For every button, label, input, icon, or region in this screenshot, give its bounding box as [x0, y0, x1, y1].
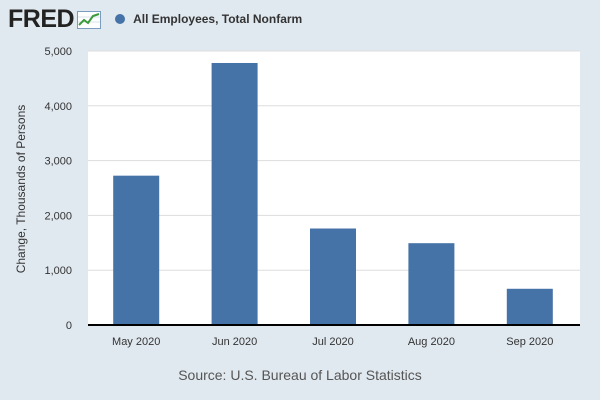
x-tick-label: Jun 2020 [212, 336, 257, 348]
bar[interactable] [506, 288, 553, 325]
legend-label: All Employees, Total Nonfarm [133, 12, 303, 26]
y-axis-label: Change, Thousands of Persons [14, 105, 28, 274]
x-axis-ticks: May 2020 Jun 2020 Jul 2020 Aug 2020 Sep 2020 [112, 336, 553, 348]
bar[interactable] [310, 228, 356, 325]
y-axis-ticks: 0 1,000 2,000 3,000 4,000 5,000 [44, 46, 72, 332]
fred-logo: FRED [8, 4, 75, 33]
y-tick-label: 3,000 [44, 156, 72, 168]
legend-marker [115, 14, 126, 24]
chart-header: FRED All Employees, Total Nonfarm [8, 4, 302, 34]
y-tick-label: 2,000 [44, 210, 72, 222]
x-tick-label: May 2020 [112, 336, 160, 348]
bars [113, 63, 553, 326]
y-tick-label: 1,000 [44, 265, 72, 277]
x-tick-label: Jul 2020 [312, 336, 354, 348]
legend[interactable]: All Employees, Total Nonfarm [115, 12, 302, 26]
bar[interactable] [408, 243, 455, 325]
x-tick-label: Sep 2020 [506, 336, 553, 348]
y-tick-label: 0 [66, 320, 72, 332]
y-tick-label: 5,000 [44, 46, 72, 58]
source-note: Source: U.S. Bureau of Labor Statistics [178, 367, 422, 383]
bar[interactable] [211, 63, 258, 326]
x-tick-label: Aug 2020 [408, 336, 455, 348]
fred-graph-icon [77, 11, 102, 29]
bar[interactable] [113, 175, 160, 325]
y-tick-label: 4,000 [44, 101, 72, 113]
